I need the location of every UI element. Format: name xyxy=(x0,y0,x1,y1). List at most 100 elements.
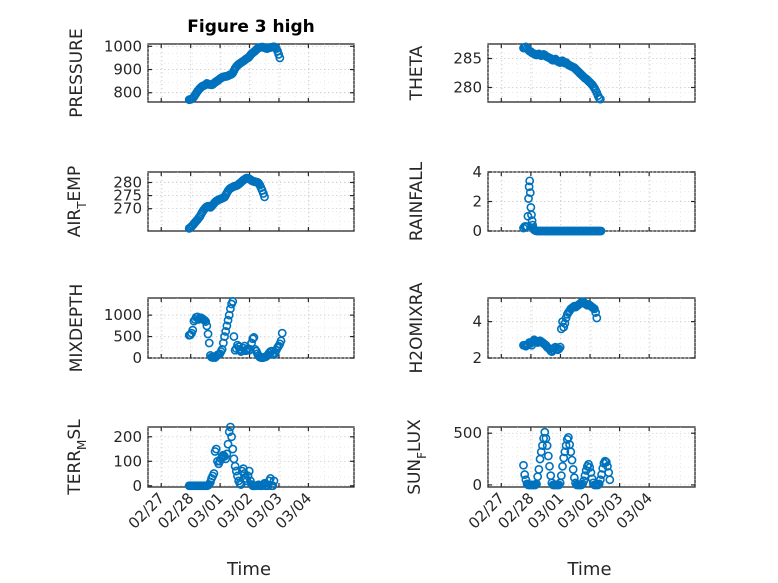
y-tick-label: 900 xyxy=(113,61,142,79)
data-point xyxy=(594,479,604,489)
y-tick-label: 270 xyxy=(113,200,142,218)
data-point xyxy=(560,319,570,328)
data-point xyxy=(244,466,254,476)
data-point xyxy=(209,469,219,478)
y-tick-label: 0 xyxy=(132,349,142,367)
y-axis-label: SUNFLUX xyxy=(405,419,429,495)
data-point xyxy=(221,454,231,464)
y-axis-label-main: TERR xyxy=(65,450,85,496)
data-point xyxy=(558,461,567,471)
data-point xyxy=(230,461,240,471)
data-point xyxy=(566,447,576,457)
y-axis-label-main: AIR xyxy=(65,209,85,238)
data-point xyxy=(223,439,233,449)
series-PRESSURE xyxy=(184,42,285,105)
y-tick-label: 200 xyxy=(113,428,142,446)
data-point xyxy=(579,476,589,486)
data-point xyxy=(257,481,267,491)
subplot-rainfall: 0 2 4 RAINFALL xyxy=(407,161,696,241)
series-SUN_FLUX xyxy=(519,427,615,490)
data-point xyxy=(555,342,565,352)
series-TERR_MSL xyxy=(184,422,279,491)
data-point xyxy=(221,327,231,336)
series-THETA xyxy=(519,42,605,104)
data-point xyxy=(595,94,605,104)
y-axis-label: TERRMSL xyxy=(65,419,89,496)
y-axis-label: AIRTEMP xyxy=(65,166,89,237)
y-axis-label: PRESSURE xyxy=(67,28,87,117)
y-tick-label: 275 xyxy=(113,187,142,205)
data-point xyxy=(594,93,604,103)
y-tick-label: 2 xyxy=(472,349,482,367)
data-point xyxy=(525,188,535,198)
data-point xyxy=(277,328,287,338)
data-point xyxy=(568,465,578,474)
y-axis-label-main: MIXDEPTH xyxy=(67,284,87,373)
y-axis-label: RAINFALL xyxy=(407,161,427,241)
y-axis-label: MIXDEPTH xyxy=(67,284,87,373)
data-point xyxy=(524,182,534,192)
data-point xyxy=(593,480,603,490)
data-point xyxy=(525,176,535,186)
x-axis-label: Time xyxy=(226,559,271,580)
data-point xyxy=(202,321,212,331)
data-point xyxy=(596,226,606,236)
y-tick-label: 500 xyxy=(113,328,142,346)
subplot-terrmsl: 0100200TERRMSL02/2702/2803/0103/0203/030… xyxy=(65,419,355,580)
y-tick-label: 4 xyxy=(472,313,482,331)
y-axis-label-main: PRESSURE xyxy=(67,28,87,117)
data-point xyxy=(545,461,554,471)
y-tick-label: 0 xyxy=(472,476,482,494)
data-point xyxy=(204,338,214,348)
y-tick-label: 285 xyxy=(453,50,482,68)
series-AIR_TEMP xyxy=(184,173,269,233)
data-point xyxy=(225,422,235,432)
data-point xyxy=(524,194,533,203)
y-axis-label-main: SUN xyxy=(405,459,425,495)
subplot-sunflux: 0500SUNFLUX02/2702/2803/0103/0203/0303/0… xyxy=(405,419,696,580)
data-point xyxy=(229,332,239,341)
series-MIXDEPTH xyxy=(184,297,287,363)
y-tick-label: 280 xyxy=(453,79,482,97)
data-point xyxy=(275,53,285,63)
data-point xyxy=(559,453,569,463)
data-point xyxy=(269,476,279,486)
chart-title: Figure 3 high xyxy=(187,17,315,37)
data-point xyxy=(220,332,229,341)
y-axis-label-rest: SL xyxy=(65,419,85,440)
data-point xyxy=(243,471,253,481)
y-tick-label: 800 xyxy=(113,84,142,102)
data-point xyxy=(534,465,544,474)
data-point xyxy=(519,460,528,470)
subplot-h2omixra: 2 4 H2OMIXRA xyxy=(407,282,696,374)
y-axis-label: H2OMIXRA xyxy=(407,282,427,373)
y-tick-label: 100 xyxy=(113,452,142,470)
data-point xyxy=(224,427,234,437)
series-H2OMIXRA xyxy=(519,297,602,357)
y-tick-label: 280 xyxy=(113,173,142,191)
y-axis-label-main: RAINFALL xyxy=(407,161,427,241)
data-point xyxy=(536,447,546,457)
data-point xyxy=(600,456,610,466)
data-point xyxy=(248,334,258,344)
y-axis-label-rest: LUX xyxy=(405,419,425,452)
y-axis-label-main: H2OMIXRA xyxy=(407,282,427,373)
data-point xyxy=(260,192,269,202)
subplot-pressure: 800 900 1000 PRESSURE Figure 3 high xyxy=(67,17,355,118)
data-point xyxy=(222,449,232,459)
data-point xyxy=(241,346,251,356)
data-point xyxy=(228,444,238,454)
y-axis-label-main: THETA xyxy=(407,45,427,101)
y-axis-label-rest: EMP xyxy=(65,166,85,202)
series-RAINFALL xyxy=(519,176,606,236)
data-point xyxy=(527,210,536,220)
data-point xyxy=(542,441,552,451)
y-tick-label: 1000 xyxy=(104,37,142,55)
y-axis-label-subscript: F xyxy=(415,452,429,459)
data-point xyxy=(586,468,596,477)
y-tick-label: 4 xyxy=(472,163,482,181)
data-point xyxy=(543,451,553,461)
data-point xyxy=(530,480,540,490)
